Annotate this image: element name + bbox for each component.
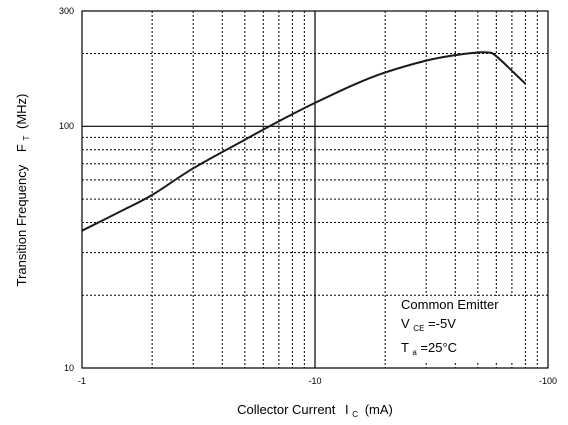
y-axis-label-symbol: F (14, 144, 29, 152)
annotation-vce: V CE =-5V (401, 316, 456, 334)
x-tick-label-100: -100 (539, 376, 557, 386)
y-axis-label-unit: (MHz) (14, 94, 29, 129)
x-axis-label-main: Collector Current (237, 402, 336, 417)
annotation-ta-value: =25°C (420, 340, 457, 355)
y-tick-label-300: 300 (59, 6, 74, 16)
y-tick-label-100: 100 (59, 121, 74, 131)
x-axis-label: Collector Current I C (mA) (237, 402, 393, 420)
x-axis-label-symbol: I (345, 402, 349, 417)
annotation-vce-subscript: CE (413, 324, 424, 333)
frequency-curve (81, 51, 527, 232)
y-axis-label: Transition Frequency F T (MHz) (14, 94, 32, 287)
y-axis-label-subscript: T (22, 136, 31, 141)
annotation-ta-subscript: a (412, 348, 417, 357)
annotation-vce-value: =-5V (428, 316, 456, 331)
annotation-ta-symbol: T (401, 340, 409, 355)
annotation-ta: T a =25°C (401, 340, 457, 358)
annotation-common-emitter: Common Emitter (401, 297, 499, 312)
conditions-annotation: Common Emitter V CE =-5V T a =25°C (395, 296, 520, 362)
y-axis-label-main: Transition Frequency (14, 164, 29, 286)
plot-frame (81, 10, 549, 369)
x-tick-label-1: -1 (78, 376, 86, 386)
annotation-background (395, 296, 520, 362)
x-axis-label-subscript: C (352, 410, 358, 419)
x-axis-label-unit: (mA) (365, 402, 393, 417)
annotation-vce-symbol: V (401, 316, 410, 331)
y-tick-label-10: 10 (64, 363, 74, 373)
x-tick-label-10: -10 (308, 376, 321, 386)
